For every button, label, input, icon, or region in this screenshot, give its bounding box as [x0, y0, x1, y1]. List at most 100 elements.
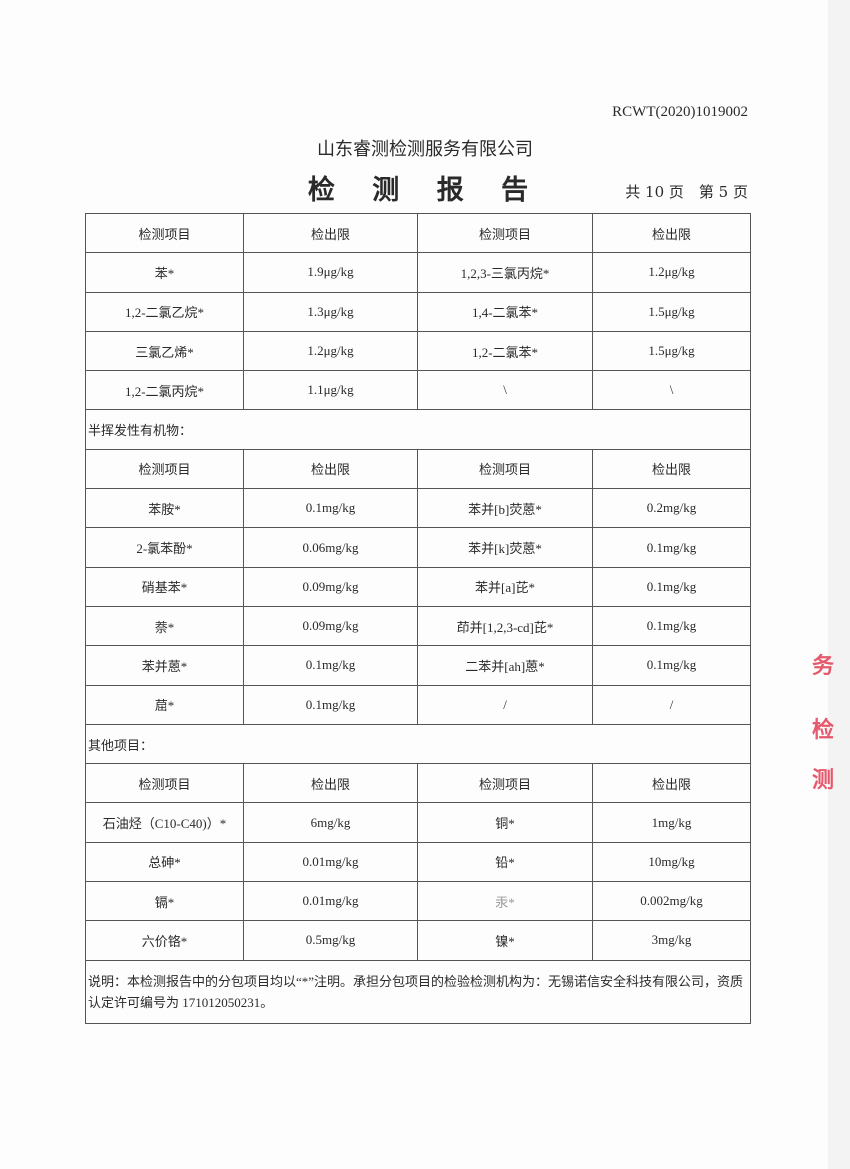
table-row: 苯并蒽* 0.1mg/kg 二苯并[ah]蒽* 0.1mg/kg	[85, 645, 751, 686]
detection-limit-cell: 1.2μg/kg	[592, 252, 751, 293]
table-row: 硝基苯* 0.09mg/kg 苯并[a]芘* 0.1mg/kg	[85, 566, 751, 607]
column-header: 检出限	[592, 763, 751, 804]
column-header: 检测项目	[417, 212, 593, 254]
detection-limit-cell: 10mg/kg	[592, 841, 751, 883]
scan-edge	[828, 0, 850, 1169]
note-text: 说明：本检测报告中的分包项目均以“*”注明。承担分包项目的检验检测机构为：无锡诺…	[85, 959, 751, 1024]
item-name-cell: 苯*	[85, 252, 244, 293]
item-name-cell: 苯并[b]荧蒽*	[417, 488, 593, 529]
detection-limit-cell: 0.1mg/kg	[592, 527, 751, 568]
detection-limit-cell: 1.9μg/kg	[243, 252, 418, 293]
item-name-cell: 六价铬*	[85, 920, 244, 961]
item-name-cell: 䓛*	[85, 684, 244, 725]
table-row: 萘* 0.09mg/kg 茚并[1,2,3-cd]芘* 0.1mg/kg	[85, 605, 751, 647]
column-header: 检出限	[592, 448, 751, 490]
detection-limit-cell: 0.06mg/kg	[243, 527, 418, 568]
note-row: 说明：本检测报告中的分包项目均以“*”注明。承担分包项目的检验检测机构为：无锡诺…	[85, 959, 751, 1024]
document-number: RCWT(2020)1019002	[612, 104, 748, 120]
page-indicator: 共 10 页 第 5 页	[625, 183, 748, 201]
section-title-row: 其他项目：	[85, 723, 751, 765]
header-row: 检测项目 检出限 检测项目 检出限	[85, 448, 751, 490]
detection-limit-cell: 6mg/kg	[243, 802, 418, 843]
item-name-cell: 苯并蒽*	[85, 645, 244, 686]
column-header: 检测项目	[85, 448, 244, 490]
item-name-cell: 2-氯苯酚*	[85, 527, 244, 568]
detection-limit-cell: 0.1mg/kg	[243, 645, 418, 686]
detection-limit-cell: 1.1μg/kg	[243, 370, 418, 411]
detection-limit-cell: 0.1mg/kg	[592, 645, 751, 686]
item-name-cell: 三氯乙烯*	[85, 330, 244, 372]
item-name-cell: 1,2-二氯乙烷*	[85, 291, 244, 332]
column-header: 检出限	[592, 212, 751, 254]
section-title: 其他项目：	[85, 723, 751, 765]
item-name-cell: 镉*	[85, 881, 244, 922]
detection-limit-cell: 0.01mg/kg	[243, 881, 418, 922]
detection-limit-cell: 0.2mg/kg	[592, 488, 751, 529]
item-name-cell: 二苯并[ah]蒽*	[417, 645, 593, 686]
report-title: 检 测 报 告	[307, 175, 543, 206]
item-name-cell: 镍*	[417, 920, 593, 961]
detection-limit-cell: /	[592, 684, 751, 725]
detection-limit-cell: 1.2μg/kg	[243, 330, 418, 372]
item-name-cell: 萘*	[85, 605, 244, 647]
table-row: 三氯乙烯* 1.2μg/kg 1,2-二氯苯* 1.5μg/kg	[85, 330, 751, 372]
detection-limit-cell: 0.1mg/kg	[243, 684, 418, 725]
stamp-fragment: 测	[812, 767, 835, 793]
column-header: 检出限	[243, 448, 418, 490]
header-row: 检测项目 检出限 检测项目 检出限	[85, 763, 751, 804]
detection-limit-cell: 1mg/kg	[592, 802, 751, 843]
item-name-cell: 1,2-二氯丙烷*	[85, 370, 244, 411]
column-header: 检测项目	[85, 212, 244, 254]
table-row: 镉* 0.01mg/kg 汞* 0.002mg/kg	[85, 881, 751, 922]
detection-limit-cell: 3mg/kg	[592, 920, 751, 961]
table-row: 总砷* 0.01mg/kg 铅* 10mg/kg	[85, 841, 751, 883]
item-name-cell: 总砷*	[85, 841, 244, 883]
table-row: 苯胺* 0.1mg/kg 苯并[b]荧蒽* 0.2mg/kg	[85, 488, 751, 529]
item-name-cell: 硝基苯*	[85, 566, 244, 607]
table-row: 六价铬* 0.5mg/kg 镍* 3mg/kg	[85, 920, 751, 961]
item-name-cell: 1,4-二氯苯*	[417, 291, 593, 332]
detection-limit-cell: \	[592, 370, 751, 411]
stamp-fragment: 务	[812, 653, 835, 679]
item-name-cell: 石油烃（C10-C40)）*	[85, 802, 244, 843]
header-row: 检测项目 检出限 检测项目 检出限	[85, 212, 751, 254]
item-name-cell: 铜*	[417, 802, 593, 843]
column-header: 检出限	[243, 212, 418, 254]
column-header: 检测项目	[417, 763, 593, 804]
detection-limit-cell: 1.3μg/kg	[243, 291, 418, 332]
item-name-cell: 苯并[a]芘*	[417, 566, 593, 607]
item-name-cell: /	[417, 684, 593, 725]
detection-limit-cell: 0.5mg/kg	[243, 920, 418, 961]
item-name-cell: 茚并[1,2,3-cd]芘*	[417, 605, 593, 647]
table-row: 苯* 1.9μg/kg 1,2,3-三氯丙烷* 1.2μg/kg	[85, 252, 751, 293]
table-row: 石油烃（C10-C40)）* 6mg/kg 铜* 1mg/kg	[85, 802, 751, 843]
item-name-cell: 1,2,3-三氯丙烷*	[417, 252, 593, 293]
item-name-cell: 铅*	[417, 841, 593, 883]
item-name-cell: 苯并[k]荧蒽*	[417, 527, 593, 568]
table-row: 䓛* 0.1mg/kg / /	[85, 684, 751, 725]
detection-limit-cell: 0.09mg/kg	[243, 566, 418, 607]
stamp-fragment: 检	[812, 717, 835, 743]
detection-limit-cell: 0.1mg/kg	[592, 566, 751, 607]
section-title-row: 半挥发性有机物：	[85, 409, 751, 450]
company-name: 山东睿测检测服务有限公司	[317, 139, 533, 160]
detection-limit-cell: 0.01mg/kg	[243, 841, 418, 883]
table-row: 2-氯苯酚* 0.06mg/kg 苯并[k]荧蒽* 0.1mg/kg	[85, 527, 751, 568]
detection-limit-cell: 0.09mg/kg	[243, 605, 418, 647]
item-name-cell: 1,2-二氯苯*	[417, 330, 593, 372]
table-row: 1,2-二氯丙烷* 1.1μg/kg \ \	[85, 370, 751, 411]
detection-limit-cell: 1.5μg/kg	[592, 291, 751, 332]
column-header: 检测项目	[417, 448, 593, 490]
detection-limit-cell: 0.1mg/kg	[243, 488, 418, 529]
detection-limit-cell: 0.002mg/kg	[592, 881, 751, 922]
section-title: 半挥发性有机物：	[85, 409, 751, 450]
column-header: 检出限	[243, 763, 418, 804]
item-name-cell: 苯胺*	[85, 488, 244, 529]
detection-limit-cell: 0.1mg/kg	[592, 605, 751, 647]
item-name-cell: 汞*	[417, 881, 593, 922]
table-row: 1,2-二氯乙烷* 1.3μg/kg 1,4-二氯苯* 1.5μg/kg	[85, 291, 751, 332]
detection-limit-table: 检测项目 检出限 检测项目 检出限 苯* 1.9μg/kg 1,2,3-三氯丙烷* 1.2μg…	[85, 212, 751, 1024]
column-header: 检测项目	[85, 763, 244, 804]
item-name-cell: \	[417, 370, 593, 411]
detection-limit-cell: 1.5μg/kg	[592, 330, 751, 372]
